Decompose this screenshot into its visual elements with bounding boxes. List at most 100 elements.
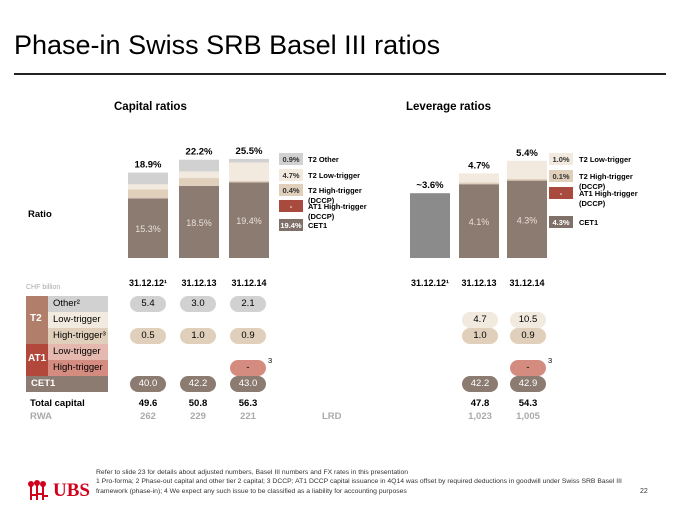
row-label-cet1: CET1 bbox=[26, 376, 108, 392]
leverage-legend-value-3: 4.3% bbox=[552, 218, 569, 227]
leverage-legend-value-1: 0.1% bbox=[552, 172, 569, 181]
leverage-category-1: 31.12.13 bbox=[461, 278, 496, 288]
capital-bar-t2-low-0 bbox=[128, 189, 168, 199]
leverage-bar-t2-low-2 bbox=[507, 160, 547, 179]
leverage-total-label-2: 5.4% bbox=[516, 148, 538, 159]
row-label-at1-low: Low-trigger bbox=[48, 344, 108, 360]
leverage-cet1-label-1: 4.1% bbox=[469, 217, 490, 227]
capital-total-label-2: 25.5% bbox=[236, 146, 263, 157]
pill-lev-cet1-2013: 42.2 bbox=[462, 376, 498, 392]
capital-legend-value-2: 0.4% bbox=[282, 186, 299, 195]
pill-high-2013: 1.0 bbox=[180, 328, 216, 344]
capital-bar-cet1-1 bbox=[179, 185, 219, 258]
ubs-logo: UBS bbox=[24, 478, 94, 509]
total-2013: 50.8 bbox=[188, 398, 208, 409]
capital-ratios-heading: Capital ratios bbox=[114, 101, 187, 113]
leverage-ratios-heading: Leverage ratios bbox=[406, 101, 492, 113]
leverage-legend-chip-3 bbox=[549, 216, 573, 228]
leverage-legend-name-2: AT1 High-trigger bbox=[579, 189, 638, 198]
leverage-legend-chip-2 bbox=[549, 187, 573, 199]
pill-at1-high-2014: - bbox=[230, 360, 266, 376]
capital-legend-value-4: 19.4% bbox=[280, 221, 302, 230]
leverage-legend-value-0: 1.0% bbox=[552, 155, 569, 164]
capital-total-label-1: 22.2% bbox=[186, 147, 213, 158]
capital-category-2: 31.12.14 bbox=[231, 278, 266, 288]
capital-bar-t2-low-2 bbox=[229, 162, 269, 181]
lrd-label: LRD bbox=[322, 411, 342, 422]
leverage-legend-name-2b: (DCCP) bbox=[579, 199, 606, 208]
pill-lev-cet1-2014: 42.9 bbox=[510, 376, 546, 392]
pill-high-2012: 0.5 bbox=[130, 328, 166, 344]
capital-legend-chip-4 bbox=[279, 219, 303, 231]
capital-category-1: 31.12.13 bbox=[181, 278, 216, 288]
total-2014: 56.3 bbox=[238, 398, 258, 409]
footnotes: Refer to slide 23 for details about adju… bbox=[96, 468, 636, 496]
leverage-bar-cet1-0 bbox=[410, 193, 450, 258]
capital-bar-other-2 bbox=[229, 158, 269, 163]
row-label-t2-high: High-trigger³ bbox=[48, 328, 108, 344]
lev-total-2014: 54.3 bbox=[518, 398, 538, 409]
leverage-legend-value-2: - bbox=[560, 189, 563, 198]
rwa-label: RWA bbox=[30, 411, 52, 422]
leverage-category-2: 31.12.14 bbox=[509, 278, 544, 288]
leverage-footnote-3: 3 bbox=[548, 356, 553, 365]
capital-legend-value-1: 4.7% bbox=[282, 171, 299, 180]
pill-lev-high-2013: 1.0 bbox=[462, 328, 498, 344]
title-rule bbox=[14, 73, 666, 75]
capital-bar-other-1 bbox=[179, 171, 219, 179]
leverage-total-label-1: 4.7% bbox=[468, 160, 490, 171]
leverage-legend-chip-1 bbox=[549, 170, 573, 182]
pill-cet1-2014: 43.0 bbox=[230, 376, 266, 392]
t2-group-label: T2 bbox=[30, 313, 42, 324]
pill-cet1-2013: 42.2 bbox=[180, 376, 216, 392]
capital-bar-phaseout-1 bbox=[179, 159, 219, 172]
leverage-legend-name-1: T2 High-trigger bbox=[579, 172, 633, 181]
leverage-bar-t2-high-2 bbox=[507, 178, 547, 181]
leverage-bar-t2-high-1 bbox=[459, 182, 499, 185]
capital-legend-value-0: 0.9% bbox=[282, 155, 299, 164]
lev-total-2013: 47.8 bbox=[470, 398, 490, 409]
leverage-bar-cet1-1 bbox=[459, 184, 499, 258]
ubs-keys-icon bbox=[28, 480, 48, 500]
pill-lev-at1-high-2014: - bbox=[510, 360, 546, 376]
leverage-legend-name-0: T2 Low-trigger bbox=[579, 155, 631, 164]
capital-category-0: 31.12.12¹ bbox=[129, 278, 167, 288]
chf-billion-label: CHF billion bbox=[26, 284, 61, 291]
total-2012: 49.6 bbox=[138, 398, 158, 409]
page-title: Phase-in Swiss SRB Basel III ratios bbox=[14, 30, 441, 60]
lrd-2014: 1,005 bbox=[516, 411, 540, 422]
pill-other-2012: 5.4 bbox=[130, 296, 166, 312]
leverage-legend-chip-0 bbox=[549, 153, 573, 165]
t2-group-block: T2 bbox=[26, 296, 48, 344]
rwa-2013: 229 bbox=[190, 411, 206, 422]
total-capital-label: Total capital bbox=[30, 398, 85, 409]
capital-bar-cet1-0 bbox=[128, 198, 168, 258]
capital-bar-t2-low-1 bbox=[179, 178, 219, 186]
footnote-line-2: 1 Pro-forma; 2 Phase-out capital and oth… bbox=[96, 478, 622, 495]
leverage-bar-cet1-2 bbox=[507, 180, 547, 258]
row-label-other: Other² bbox=[48, 296, 108, 312]
leverage-category-0: 31.12.12¹ bbox=[411, 278, 449, 288]
capital-bar-other-0 bbox=[128, 184, 168, 190]
pill-high-2014: 0.9 bbox=[230, 328, 266, 344]
page-number: 22 bbox=[640, 488, 648, 495]
leverage-bar-t2-low-1 bbox=[459, 173, 499, 183]
capital-bar-phaseout-0 bbox=[128, 172, 168, 185]
ratio-label: Ratio bbox=[28, 209, 52, 220]
leverage-total-label-0: ~3.6% bbox=[416, 180, 444, 191]
rwa-2014: 221 bbox=[240, 411, 256, 422]
capital-legend-name-4: CET1 bbox=[308, 221, 327, 230]
capital-legend-chip-0 bbox=[279, 153, 303, 165]
row-label-at1-high: High-trigger bbox=[48, 360, 108, 376]
capital-legend-chip-1 bbox=[279, 169, 303, 181]
row-label-t2-low: Low-trigger bbox=[48, 312, 108, 328]
leverage-legend-name-1b: (DCCP) bbox=[579, 182, 606, 191]
capital-cet1-label-0: 15.3% bbox=[135, 224, 161, 234]
capital-legend-chip-3 bbox=[279, 200, 303, 212]
capital-legend-chip-2 bbox=[279, 184, 303, 196]
capital-legend-name-2b: (DCCP) bbox=[308, 196, 335, 205]
ubs-wordmark: UBS bbox=[53, 480, 90, 501]
capital-total-label-0: 18.9% bbox=[135, 160, 162, 171]
pill-other-2013: 3.0 bbox=[180, 296, 216, 312]
capital-legend-value-3: - bbox=[290, 202, 293, 211]
